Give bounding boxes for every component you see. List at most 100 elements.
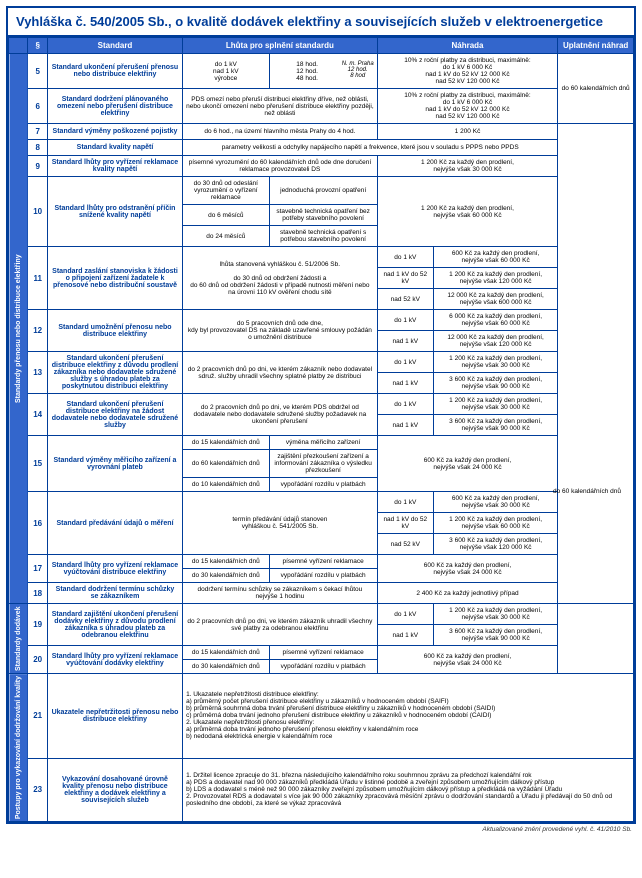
- row-7-num: 7: [28, 124, 47, 140]
- row-5-lhuta-a: do 1 kV nad 1 kV výrobce: [183, 54, 270, 89]
- row-17-l2b: vypořádání rozdílu v platbách: [269, 569, 377, 583]
- row-16-n3a: nad 52 kV: [377, 534, 433, 555]
- row-14-num: 14: [28, 394, 47, 436]
- row-20-l2b: vypořádání rozdílu v platbách: [269, 660, 377, 674]
- row-17-l1b: písemné vyřízení reklamace: [269, 555, 377, 569]
- header-section: [9, 38, 28, 54]
- row-16-name: Standard předávání údajů o měření: [47, 492, 182, 555]
- section-3: Postupy pro vykazování dodržování kvalit…: [9, 674, 28, 822]
- row-14-n2a: nad 1 kV: [377, 415, 433, 436]
- document-frame: Vyhláška č. 540/2005 Sb., o kvalitě dodá…: [6, 6, 636, 824]
- row-11-lhuta: lhůta stanovená vyhláškou č. 51/2006 Sb.…: [183, 247, 378, 310]
- row-15-l1a: do 15 kalendářních dnů: [183, 436, 270, 450]
- row-6-num: 6: [28, 89, 47, 124]
- row-18-num: 18: [28, 583, 47, 604]
- row-7-name: Standard výměny poškozené pojistky: [47, 124, 182, 140]
- row-9-nahrada: 1 200 Kč za každý den prodlení, nejvýše …: [377, 156, 558, 177]
- row-16-n2b: 1 200 Kč za každý den prodlení, nejvýše …: [433, 513, 557, 534]
- row-11-n1a: do 1 kV: [377, 247, 433, 268]
- row-18-nahrada: 2 400 Kč za každý jednotlivý případ: [377, 583, 558, 604]
- row-9-name: Standard lhůty pro vyřízení reklamace kv…: [47, 156, 182, 177]
- row-17-nahrada: 600 Kč za každý den prodlení, nejvýše vš…: [377, 555, 558, 583]
- row-16-n2a: nad 1 kV do 52 kV: [377, 513, 433, 534]
- row-19-n2b: 3 600 Kč za každý den prodlení, nejvýše …: [433, 625, 557, 646]
- row-20-name: Standard lhůty pro vyřízení reklamace vy…: [47, 646, 182, 674]
- row-19-n2a: nad 1 kV: [377, 625, 433, 646]
- row-14-lhuta: do 2 pracovních dnů po dni, ve kterém PD…: [183, 394, 378, 436]
- row-10-l2a: do 6 měsíců: [183, 205, 270, 226]
- row-8-lhuta: parametry velikosti a odchylky napájecíh…: [183, 140, 558, 156]
- row-13-num: 13: [28, 352, 47, 394]
- row-12-name: Standard umožnění přenosu nebo distribuc…: [47, 310, 182, 352]
- row-10-l1a: do 30 dnů od odeslání vyrozumění o vyříz…: [183, 177, 270, 205]
- row-16-num: 16: [28, 492, 47, 555]
- row-10-l2b: stavebně technická opatření bez potřeby …: [269, 205, 377, 226]
- header-lhuta: Lhůta pro splnění standardu: [183, 38, 378, 54]
- row-20-l1b: písemné vyřízení reklamace: [269, 646, 377, 660]
- row-13-n2b: 3 600 Kč za každý den prodlení, nejvýše …: [433, 373, 557, 394]
- row-17-l2a: do 30 kalendářních dnů: [183, 569, 270, 583]
- row-20-l1a: do 15 kalendářních dnů: [183, 646, 270, 660]
- row-11-n1b: 600 Kč za každý den prodlení, nejvýše vš…: [433, 247, 557, 268]
- footer-note: Aktualizované znění provedené vyhl. č. 4…: [6, 824, 636, 835]
- row-20-nahrada: 600 Kč za každý den prodlení, nejvýše vš…: [377, 646, 558, 674]
- row-13-n1a: do 1 kV: [377, 352, 433, 373]
- row-14-n1a: do 1 kV: [377, 394, 433, 415]
- row-19-n1a: do 1 kV: [377, 604, 433, 625]
- row-10-l3b: stavebně technická opatření s potřebou s…: [269, 226, 377, 247]
- row-5-name: Standard ukončení přerušení přenosu nebo…: [47, 54, 182, 89]
- row-12-lhuta: do 5 pracovních dnů ode dne, kdy byl pro…: [183, 310, 378, 352]
- row-18-lhuta: dodržení termínu schůzky se zákazníkem s…: [183, 583, 378, 604]
- row-17-num: 17: [28, 555, 47, 583]
- row-15-l3b: vypořádání rozdílu v platbách: [269, 478, 377, 492]
- row-9-lhuta: písemné vyrozumění do 60 kalendářních dn…: [183, 156, 378, 177]
- row-12-n2a: nad 1 kV: [377, 331, 433, 352]
- row-7-lhuta: do 6 hod., na území hlavního města Prahy…: [183, 124, 378, 140]
- row-11-n3b: 12 000 Kč za každý den prodlení, nejvýše…: [433, 289, 557, 310]
- row-11-n2a: nad 1 kV do 52 kV: [377, 268, 433, 289]
- row-11-name: Standard zaslání stanoviska k žádosti o …: [47, 247, 182, 310]
- section-2: Standardy dodávek: [9, 604, 28, 674]
- row-11-num: 11: [28, 247, 47, 310]
- row-8-num: 8: [28, 140, 47, 156]
- row-10-l3a: do 24 měsíců: [183, 226, 270, 247]
- row-13-n2a: nad 1 kV: [377, 373, 433, 394]
- row-5-num: 5: [28, 54, 47, 89]
- header-nahrada: Náhrada: [377, 38, 558, 54]
- row-21-text: 1. Ukazatele nepřetržitosti distribuce e…: [183, 674, 634, 759]
- row-5-nahrada: 10% z roční platby za distribuci, maximá…: [377, 54, 558, 89]
- row-19-num: 19: [28, 604, 47, 646]
- row-19-lhuta: do 2 pracovních dnů po dni, ve kterém zá…: [183, 604, 378, 646]
- row-10-nahrada: 1 200 Kč za každý den prodlení, nejvýše …: [377, 177, 558, 247]
- row-13-lhuta: do 2 pracovních dnů po dni, ve kterém zá…: [183, 352, 378, 394]
- row-21-num: 21: [28, 674, 47, 759]
- header-paragraph: §: [28, 38, 47, 54]
- row-8-name: Standard kvality napětí: [47, 140, 182, 156]
- row-11-n2b: 1 200 Kč za každý den prodlení, nejvýše …: [433, 268, 557, 289]
- row-23-text: 1. Držitel licence zpracuje do 31. březn…: [183, 758, 634, 822]
- row-10-l1b: jednoduchá provozní opatření: [269, 177, 377, 205]
- row-10-name: Standard lhůty pro odstranění příčin sní…: [47, 177, 182, 247]
- row-6-lhuta: PDS omezí nebo přeruší distribuci elektř…: [183, 89, 378, 124]
- section-1: Standardy přenosu nebo distribuce elektř…: [9, 54, 28, 604]
- row-12-n2b: 12 000 Kč za každý den prodlení, nejvýše…: [433, 331, 557, 352]
- row-12-n1a: do 1 kV: [377, 310, 433, 331]
- row-5-upl: do 60 kalendářních dnů: [558, 54, 634, 124]
- row-15-nahrada: 600 Kč za každý den prodlení, nejvýše vš…: [377, 436, 558, 492]
- row-10-num: 10: [28, 177, 47, 247]
- row-5-lhuta-b: N. m. Praha 12 hod. 8 hod 18 hod. 12 hod…: [269, 54, 377, 89]
- row-17-name: Standard lhůty pro vyřízení reklamace vy…: [47, 555, 182, 583]
- empty-upl: [558, 124, 634, 604]
- row-18-name: Standard dodržení termínu schůzky se zák…: [47, 583, 182, 604]
- row-7-nahrada: 1 200 Kč: [377, 124, 558, 140]
- row-19-name: Standard zajištění ukončení přerušení do…: [47, 604, 182, 646]
- row-9-num: 9: [28, 156, 47, 177]
- row-16-n1a: do 1 kV: [377, 492, 433, 513]
- row-16-lhuta: termín předávání údajů stanoven vyhláško…: [183, 492, 378, 555]
- row-15-num: 15: [28, 436, 47, 492]
- row-14-name: Standard ukončení přerušení distribuce e…: [47, 394, 182, 436]
- row-20-num: 20: [28, 646, 47, 674]
- row-15-l2a: do 60 kalendářních dnů: [183, 450, 270, 478]
- row-19-n1b: 1 200 Kč za každý den prodlení, nejvýše …: [433, 604, 557, 625]
- row-23-num: 23: [28, 758, 47, 822]
